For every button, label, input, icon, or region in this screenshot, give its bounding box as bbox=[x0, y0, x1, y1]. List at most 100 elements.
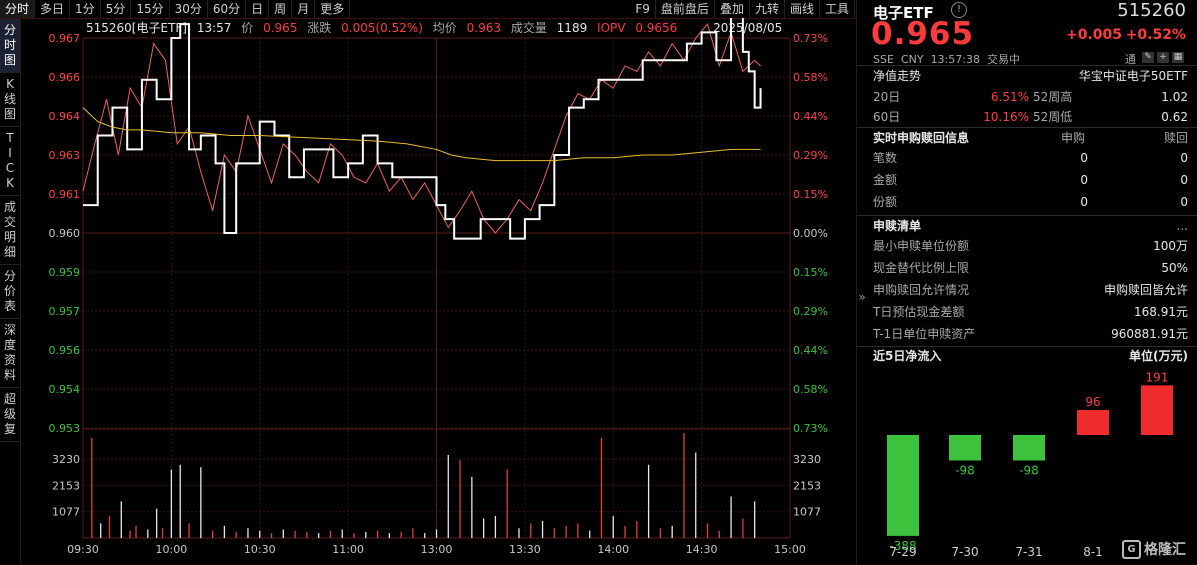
side-tab[interactable]: 分时图 bbox=[0, 19, 20, 73]
toolbar-tool[interactable]: 画线 bbox=[785, 0, 820, 18]
period-tab[interactable]: 日 bbox=[246, 0, 270, 18]
price-tick-label: 0.961 bbox=[49, 188, 81, 201]
list-row-value: 50% bbox=[1161, 261, 1188, 275]
inflow-bar bbox=[887, 435, 919, 536]
grid-icon[interactable]: ▦ bbox=[1172, 52, 1184, 63]
pct-tick-label: 0.00% bbox=[793, 227, 828, 240]
list-header: 申赎清单 ... bbox=[873, 216, 1188, 236]
realtime-row-label: 份额 bbox=[873, 195, 898, 209]
realtime-row-label: 金额 bbox=[873, 173, 898, 187]
realtime-redeem-value: 0 bbox=[1180, 173, 1188, 187]
period-tab[interactable]: 5分 bbox=[101, 0, 132, 18]
panel-time: 13:57:38 bbox=[930, 53, 980, 66]
price-tick-label: 0.966 bbox=[49, 71, 81, 84]
intraday-chart[interactable]: 0.967 0.73% 0.966 0.58% 0.964 0.44% 0.963 0.29%… bbox=[20, 18, 855, 565]
price-tick-label: 0.954 bbox=[49, 383, 81, 396]
toolbar-tool[interactable]: 盘前盘后 bbox=[656, 0, 715, 18]
side-tab[interactable]: 超级复 bbox=[0, 388, 20, 442]
list-row-value: 申购赎回皆允许 bbox=[1103, 283, 1188, 297]
time-tick-label: 15:00 bbox=[774, 543, 806, 556]
period-tab[interactable]: 多日 bbox=[35, 0, 71, 18]
collapse-panel-button[interactable]: » bbox=[858, 290, 866, 304]
list-row-label: T日预估现金差额 bbox=[873, 305, 965, 319]
list-more-button[interactable]: ... bbox=[1176, 219, 1188, 233]
last-price: 0.965 bbox=[871, 16, 975, 52]
volume-tick-label: 1077 bbox=[52, 506, 80, 519]
side-tab[interactable]: 深度资料 bbox=[0, 319, 20, 388]
inflow-value-label: -98 bbox=[955, 463, 975, 477]
pct-tick-label: 0.29% bbox=[793, 149, 828, 162]
period-tab[interactable]: 1分 bbox=[70, 0, 101, 18]
side-tab[interactable]: 分价表 bbox=[0, 265, 20, 319]
pct-tick-label: 0.15% bbox=[793, 188, 828, 201]
list-row: 申购赎回允许情况 申购赎回皆允许 bbox=[873, 280, 1188, 300]
period-tab[interactable]: 15分 bbox=[131, 0, 170, 18]
period-toolbar: 分时 多日 1分 5分 15分 30分 60分日周月更多 F9 盘前盘后 叠加 九转 画线 工具 bbox=[0, 0, 855, 19]
toolbar-tool[interactable]: 叠加 bbox=[715, 0, 750, 18]
time-tick-label: 14:30 bbox=[686, 543, 718, 556]
change-percent: +0.52% bbox=[1125, 27, 1186, 43]
price-tick-label: 0.967 bbox=[49, 32, 81, 45]
realtime-redeem-value: 0 bbox=[1180, 195, 1188, 209]
period-tab[interactable]: 60分 bbox=[208, 0, 247, 18]
edit-icon[interactable]: ✎ bbox=[1142, 52, 1154, 63]
period-tab[interactable]: 分时 bbox=[0, 0, 36, 18]
change-value: 0.005(0.52%) bbox=[341, 21, 423, 35]
period-tab[interactable]: 月 bbox=[292, 0, 316, 18]
realtime-row: 份额 0 0 bbox=[873, 192, 1188, 212]
toolbar-tool[interactable]: 九转 bbox=[750, 0, 785, 18]
price-tick-label: 0.959 bbox=[49, 266, 81, 279]
inflow-value-label: -388 bbox=[889, 539, 916, 553]
toolbar-tool[interactable]: 工具 bbox=[820, 0, 855, 18]
period-tab[interactable]: 更多 bbox=[315, 0, 351, 18]
col-redeem: 赎回 bbox=[1163, 131, 1188, 145]
list-row: T-1日单位申赎资产 960881.91元 bbox=[873, 324, 1188, 344]
price-tick-label: 0.953 bbox=[49, 422, 81, 435]
avg-value: 0.963 bbox=[466, 21, 501, 35]
inflow-date-label: 8-1 bbox=[1083, 545, 1103, 559]
realtime-row: 笔数 0 0 bbox=[873, 148, 1188, 168]
volume-tick-label-right: 3230 bbox=[793, 453, 821, 466]
list-row-label: 申购赎回允许情况 bbox=[873, 283, 970, 297]
volume-tick-label: 3230 bbox=[52, 453, 80, 466]
inflow-header: 近5日净流入 单位(万元) bbox=[873, 346, 1188, 366]
perf-row-60d: 60日 10.16% 52周低 0.62 bbox=[873, 107, 1188, 127]
pct-tick-label: 0.73% bbox=[793, 32, 828, 45]
inflow-date-label: 7-29 bbox=[889, 545, 916, 559]
period-tab[interactable]: 周 bbox=[269, 0, 293, 18]
col-buy: 申购 bbox=[1061, 131, 1086, 145]
info-icon[interactable]: ! bbox=[951, 2, 967, 18]
d60-value: 10.16% bbox=[983, 110, 1029, 124]
fund-code: 515260 bbox=[1117, 0, 1186, 21]
side-tab[interactable]: 成交明细 bbox=[0, 196, 20, 265]
list-row-label: 现金替代比例上限 bbox=[873, 261, 970, 275]
inflow-value-label: -98 bbox=[1019, 463, 1039, 477]
iopv-value: 0.9656 bbox=[635, 21, 678, 35]
exchange-line: SSE CNY 13:57:38 交易中 bbox=[873, 51, 1020, 67]
list-row: 现金替代比例上限 50% bbox=[873, 258, 1188, 278]
plus-icon[interactable]: + bbox=[1157, 52, 1169, 63]
period-tab[interactable]: 30分 bbox=[170, 0, 208, 18]
perf-row-20d: 20日 6.51% 52周高 1.02 bbox=[873, 87, 1188, 107]
time-tick-label: 13:00 bbox=[421, 543, 453, 556]
list-row-value: 100万 bbox=[1153, 239, 1188, 253]
toolbar-tool[interactable]: F9 bbox=[630, 0, 656, 18]
list-row: 最小申赎单位份额 100万 bbox=[873, 236, 1188, 256]
realtime-buy-value: 0 bbox=[1080, 151, 1088, 165]
series-line bbox=[82, 107, 761, 162]
low52-value: 0.62 bbox=[1161, 110, 1188, 124]
inflow-bar bbox=[1077, 410, 1109, 435]
volume-tick-label-right: 1077 bbox=[793, 506, 821, 519]
nav-row[interactable]: 净值走势 华宝中证电子50ETF bbox=[873, 66, 1188, 86]
realtime-buy-value: 0 bbox=[1080, 195, 1088, 209]
quote-time: 13:57 bbox=[196, 21, 232, 35]
time-tick-label: 09:30 bbox=[67, 543, 99, 556]
list-row-value: 960881.91元 bbox=[1111, 327, 1188, 341]
volume-tick-label: 2153 bbox=[52, 479, 80, 492]
quote-info-line: 515260[电子ETF] 13:57 价 0.965 涨跌 0.005(0.5… bbox=[86, 20, 788, 36]
realtime-buy-value: 0 bbox=[1080, 173, 1088, 187]
pct-tick-label: 0.15% bbox=[793, 266, 828, 279]
